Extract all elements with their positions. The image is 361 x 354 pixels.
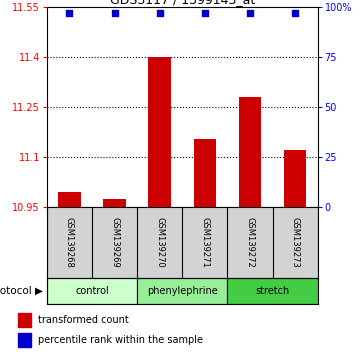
- Text: control: control: [75, 286, 109, 296]
- Text: percentile rank within the sample: percentile rank within the sample: [38, 335, 203, 345]
- Text: GSM139268: GSM139268: [65, 217, 74, 268]
- Bar: [193, 139, 216, 207]
- Bar: [137, 278, 227, 304]
- Bar: [284, 150, 306, 207]
- Text: GSM139269: GSM139269: [110, 217, 119, 268]
- Title: GDS3117 / 1399143_at: GDS3117 / 1399143_at: [110, 0, 255, 6]
- Bar: [58, 192, 81, 207]
- Text: protocol ▶: protocol ▶: [0, 286, 43, 296]
- Bar: [18, 313, 31, 327]
- Text: GSM139270: GSM139270: [155, 217, 164, 268]
- Text: GSM139273: GSM139273: [291, 217, 300, 268]
- Point: [247, 10, 253, 16]
- Bar: [148, 57, 171, 207]
- Bar: [18, 333, 31, 347]
- Bar: [47, 278, 137, 304]
- Point: [157, 10, 162, 16]
- Bar: [227, 278, 318, 304]
- Point: [67, 10, 73, 16]
- Text: stretch: stretch: [256, 286, 290, 296]
- Text: GSM139271: GSM139271: [200, 217, 209, 268]
- Text: GSM139272: GSM139272: [245, 217, 255, 268]
- Point: [202, 10, 208, 16]
- Text: phenylephrine: phenylephrine: [147, 286, 218, 296]
- Bar: [103, 199, 126, 207]
- Point: [112, 10, 118, 16]
- Point: [292, 10, 298, 16]
- Text: transformed count: transformed count: [38, 315, 129, 325]
- Bar: [239, 97, 261, 207]
